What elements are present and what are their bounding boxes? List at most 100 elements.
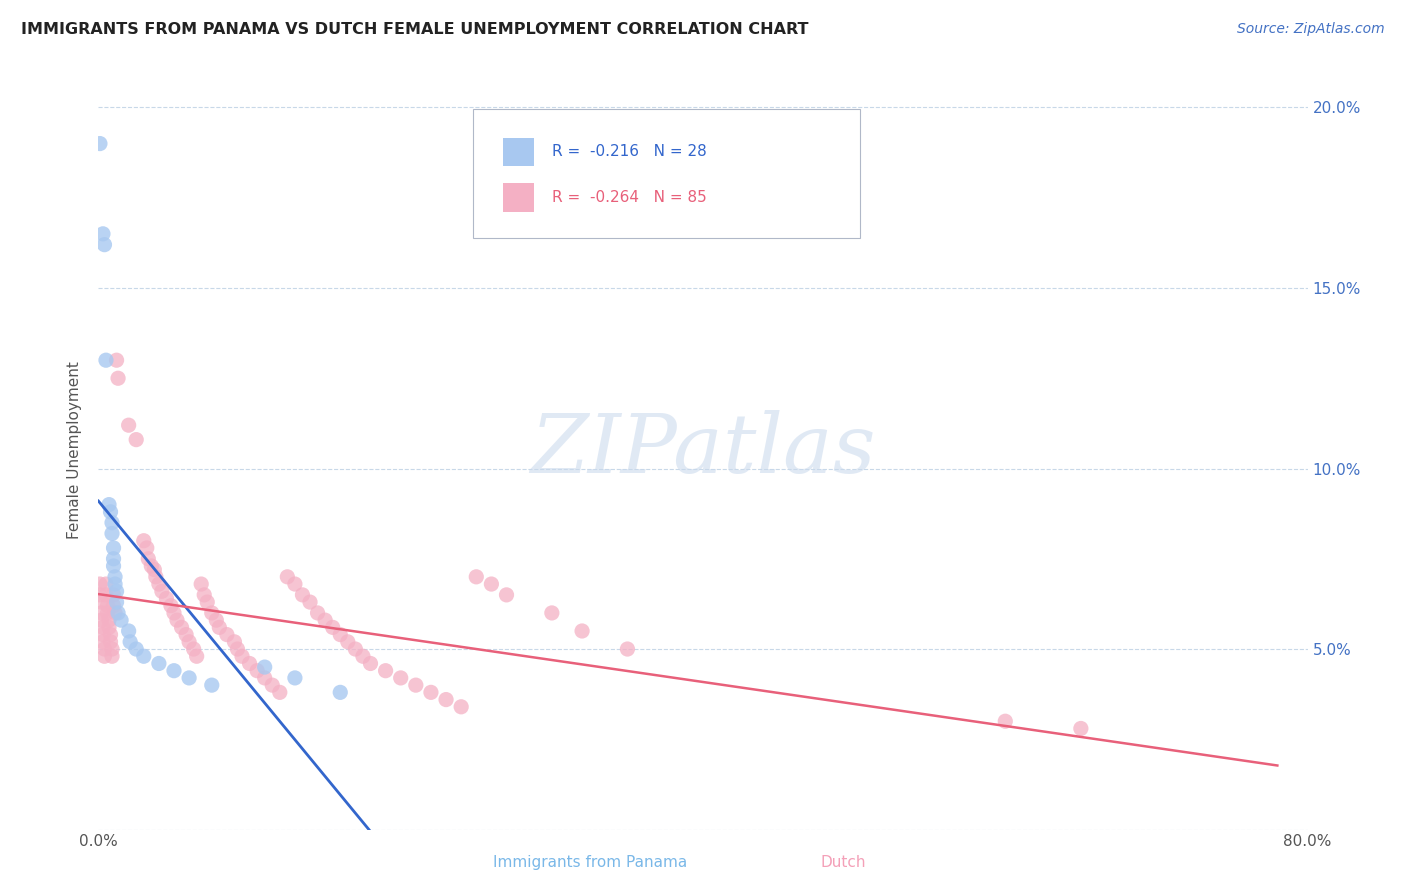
Point	[94, 577, 117, 591]
Point	[344, 642, 367, 657]
Point	[450, 699, 472, 714]
Point	[91, 635, 114, 649]
Point	[118, 624, 141, 638]
Point	[105, 595, 128, 609]
Point	[89, 588, 111, 602]
Point	[101, 526, 124, 541]
Point	[253, 660, 276, 674]
Point	[179, 671, 201, 685]
Point	[101, 649, 124, 664]
Point	[94, 588, 117, 602]
Point	[994, 714, 1017, 729]
Point	[174, 627, 197, 641]
Point	[163, 606, 186, 620]
Text: R =  -0.264   N = 85: R = -0.264 N = 85	[553, 190, 707, 205]
Point	[105, 353, 128, 368]
Point	[143, 563, 166, 577]
Point	[291, 588, 314, 602]
Point	[284, 671, 307, 685]
Point	[195, 595, 218, 609]
Point	[616, 642, 638, 657]
Point	[284, 577, 307, 591]
Point	[120, 635, 142, 649]
Point	[96, 599, 118, 613]
FancyBboxPatch shape	[503, 137, 534, 166]
Text: ZIPatlas: ZIPatlas	[530, 410, 876, 491]
Point	[100, 505, 122, 519]
Point	[104, 570, 127, 584]
Point	[374, 664, 396, 678]
Text: R =  -0.216   N = 28: R = -0.216 N = 28	[553, 145, 707, 160]
Point	[101, 516, 124, 530]
Point	[93, 237, 115, 252]
Point	[1070, 722, 1092, 736]
Point	[336, 635, 359, 649]
Point	[160, 599, 183, 613]
Point	[360, 657, 382, 671]
Point	[91, 620, 114, 634]
Point	[91, 227, 114, 241]
Point	[105, 584, 128, 599]
Point	[205, 613, 228, 627]
Point	[89, 136, 111, 151]
Point	[193, 588, 215, 602]
Point	[329, 685, 352, 699]
Point	[93, 642, 115, 657]
Point	[224, 635, 246, 649]
FancyBboxPatch shape	[474, 110, 860, 238]
Point	[125, 642, 148, 657]
Point	[299, 595, 322, 609]
Point	[540, 606, 562, 620]
Point	[103, 599, 125, 613]
Y-axis label: Female Unemployment: Female Unemployment	[67, 361, 83, 540]
Point	[107, 606, 129, 620]
Point	[118, 418, 141, 433]
Point	[405, 678, 427, 692]
Point	[104, 606, 127, 620]
Point	[101, 642, 124, 657]
Point	[389, 671, 412, 685]
Point	[246, 664, 269, 678]
Point	[155, 591, 177, 606]
FancyBboxPatch shape	[503, 183, 534, 211]
Point	[239, 657, 262, 671]
Point	[231, 649, 253, 664]
Point	[201, 678, 224, 692]
Point	[136, 551, 159, 566]
Point	[201, 606, 224, 620]
Point	[571, 624, 593, 638]
Point	[352, 649, 374, 664]
Point	[107, 371, 129, 385]
Text: Source: ZipAtlas.com: Source: ZipAtlas.com	[1237, 22, 1385, 37]
Point	[307, 606, 329, 620]
Point	[183, 642, 205, 657]
Point	[100, 635, 122, 649]
Point	[314, 613, 336, 627]
Point	[98, 498, 121, 512]
Point	[465, 570, 488, 584]
Point	[208, 620, 231, 634]
Text: Immigrants from Panama: Immigrants from Panama	[494, 855, 688, 870]
Point	[110, 613, 132, 627]
Point	[148, 657, 170, 671]
Point	[103, 559, 125, 574]
Point	[132, 649, 155, 664]
Point	[90, 606, 112, 620]
Point	[190, 577, 212, 591]
Point	[91, 627, 114, 641]
Point	[215, 627, 238, 641]
Point	[141, 559, 163, 574]
Point	[94, 353, 117, 368]
Point	[93, 649, 115, 664]
Point	[104, 577, 127, 591]
Point	[90, 595, 112, 609]
Point	[103, 588, 125, 602]
Text: IMMIGRANTS FROM PANAMA VS DUTCH FEMALE UNEMPLOYMENT CORRELATION CHART: IMMIGRANTS FROM PANAMA VS DUTCH FEMALE U…	[21, 22, 808, 37]
Point	[179, 635, 201, 649]
Point	[322, 620, 344, 634]
Point	[98, 620, 121, 634]
Point	[100, 627, 122, 641]
Point	[96, 606, 118, 620]
Point	[434, 692, 457, 706]
Point	[329, 627, 352, 641]
